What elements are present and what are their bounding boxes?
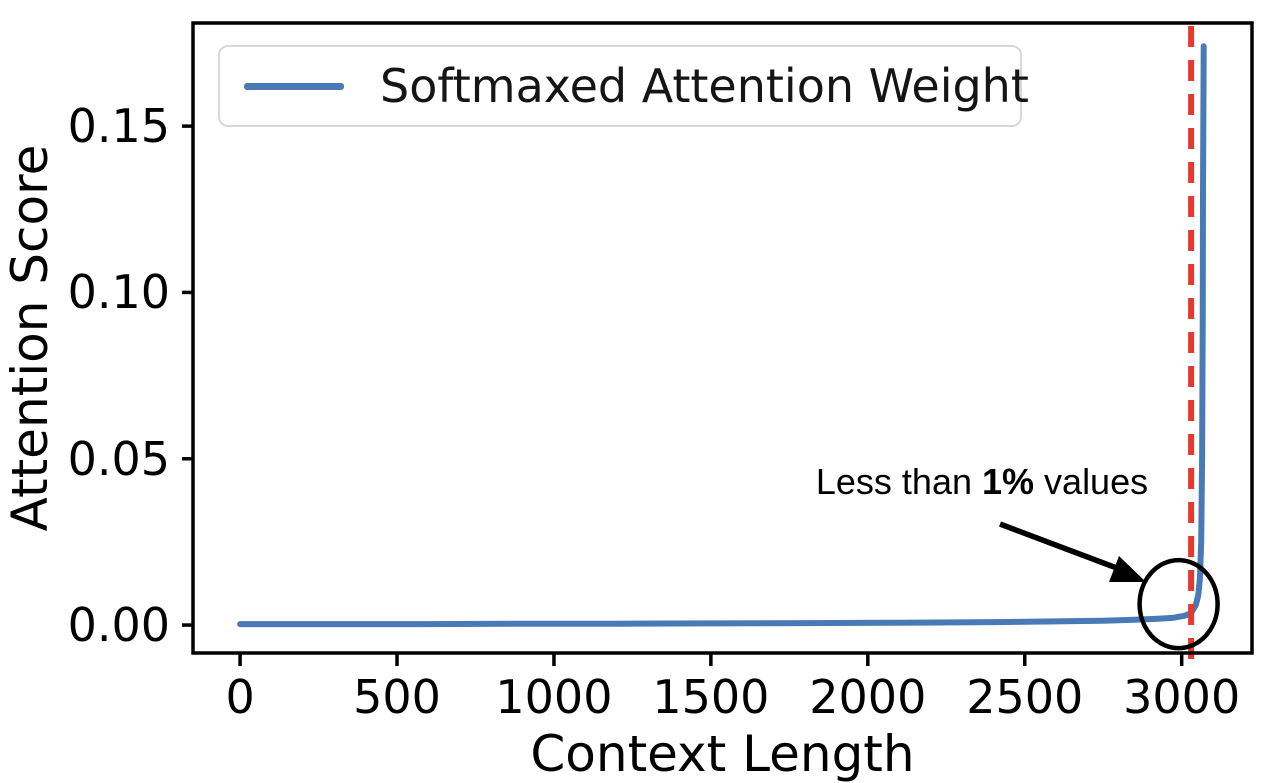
y-axis-label: Attention Score	[1, 144, 59, 532]
annotation-arrowhead	[1109, 556, 1146, 582]
x-tick-label: 2500	[966, 670, 1084, 724]
annotation-text-suffix: values	[1034, 461, 1149, 502]
x-tick-label: 2000	[809, 670, 927, 724]
plot-border	[191, 21, 1254, 655]
y-tick-label: 0.15	[67, 99, 170, 154]
x-tick-label: 500	[353, 670, 441, 724]
attention-line	[237, 43, 1207, 628]
x-tick-label: 1000	[495, 670, 613, 724]
annotation-text-bold: 1%	[982, 461, 1035, 502]
y-tick-label: 0.00	[67, 598, 170, 653]
legend: Softmaxed Attention Weight	[218, 45, 1029, 127]
legend-label: Softmaxed Attention Weight	[380, 59, 1029, 113]
y-tick-label: 0.05	[67, 431, 170, 486]
x-tick-label: 1500	[652, 670, 770, 724]
annotation-text-prefix: Less than	[815, 461, 983, 502]
highlight-circle	[1137, 557, 1220, 651]
x-tick-label: 3000	[1123, 670, 1241, 724]
x-axis-label: Context Length	[530, 725, 915, 783]
x-tick-label: 0	[225, 670, 255, 724]
annotation-arrow	[999, 521, 1123, 573]
y-tick-label: 0.10	[67, 265, 170, 320]
annotation-text: Less than 1% values	[816, 464, 1148, 500]
legend-line-sample	[244, 82, 344, 90]
